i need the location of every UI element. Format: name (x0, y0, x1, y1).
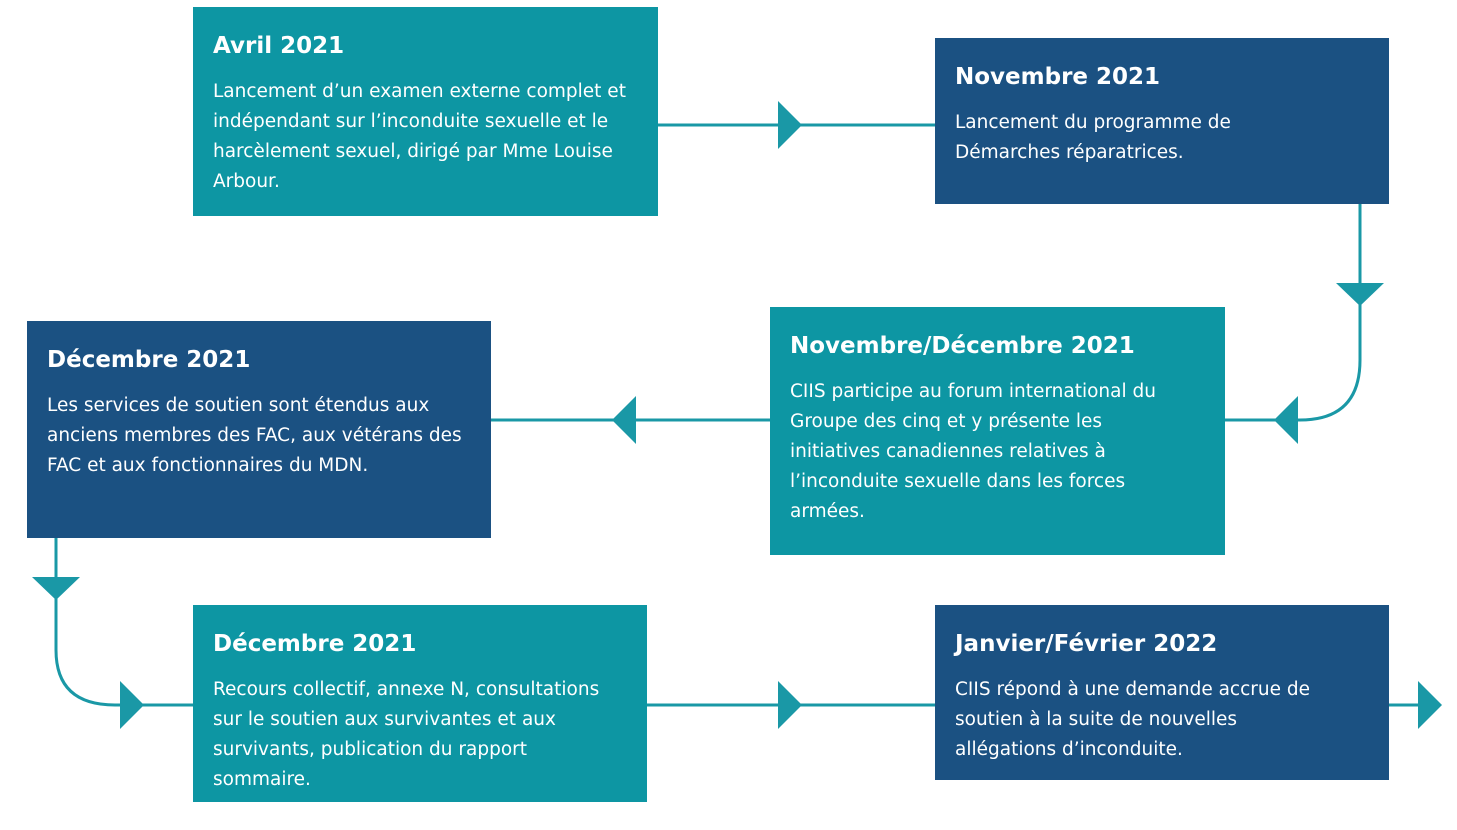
milestone-text: Lancement d’un examen externe complet et… (213, 81, 626, 192)
arrow-right (120, 681, 144, 729)
milestone-text: Les services de soutien sont étendus aux… (47, 395, 462, 476)
arrows (32, 101, 1442, 729)
milestone-text: CIIS participe au forum international du… (790, 381, 1156, 522)
arrow-left (1274, 396, 1298, 444)
milestone-date: Décembre 2021 (213, 631, 417, 657)
arrow-down (1336, 283, 1384, 306)
milestone-date: Novembre/Décembre 2021 (790, 333, 1135, 359)
milestone-text: Recours collectif, annexe N, consultatio… (213, 679, 600, 790)
milestone-box: Novembre/Décembre 2021 CIIS participe au… (770, 307, 1225, 555)
arrow-down (32, 577, 80, 600)
connector (1225, 204, 1362, 422)
milestone-date: Décembre 2021 (47, 347, 251, 373)
arrow-left (612, 396, 636, 444)
milestone-text: CIIS répond à une demande accrue de sout… (955, 679, 1310, 760)
milestone-date: Avril 2021 (213, 33, 345, 59)
milestone-date: Janvier/Février 2022 (955, 631, 1218, 657)
milestone-box: Janvier/Février 2022 CIIS répond à une d… (935, 605, 1389, 780)
arrow-right (778, 681, 802, 729)
milestone-box: Novembre 2021 Lancement du programme de … (935, 38, 1389, 204)
milestone-box: Décembre 2021 Recours collectif, annexe … (193, 605, 647, 802)
connector (54, 538, 193, 707)
milestone-box: Avril 2021 Lancement d’un examen externe… (193, 7, 658, 216)
arrow-right (778, 101, 802, 149)
arrow-right (1418, 681, 1442, 729)
milestone-text: Lancement du programme de Démarches répa… (955, 112, 1231, 163)
milestone-box: Décembre 2021 Les services de soutien so… (27, 321, 491, 538)
milestone-date: Novembre 2021 (955, 64, 1161, 90)
